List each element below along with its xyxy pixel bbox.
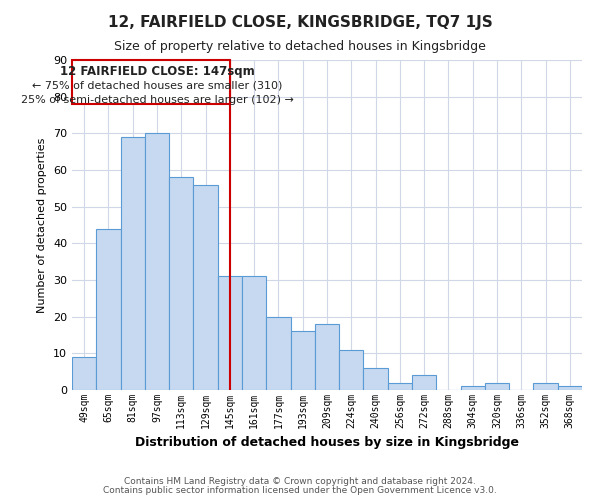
Bar [145,134,169,390]
Bar [461,386,485,390]
Bar [290,332,315,390]
Bar [412,376,436,390]
Bar [315,324,339,390]
Text: 12 FAIRFIELD CLOSE: 147sqm: 12 FAIRFIELD CLOSE: 147sqm [59,66,254,78]
Bar [193,184,218,390]
Bar [485,382,509,390]
Bar [388,382,412,390]
Bar [72,357,96,390]
Bar [266,316,290,390]
Text: ← 75% of detached houses are smaller (310): ← 75% of detached houses are smaller (31… [32,80,282,90]
Text: 25% of semi-detached houses are larger (102) →: 25% of semi-detached houses are larger (… [20,95,293,105]
Bar [121,137,145,390]
Bar [218,276,242,390]
FancyBboxPatch shape [72,60,230,104]
Bar [558,386,582,390]
Bar [169,178,193,390]
Bar [533,382,558,390]
Bar [339,350,364,390]
Text: 12, FAIRFIELD CLOSE, KINGSBRIDGE, TQ7 1JS: 12, FAIRFIELD CLOSE, KINGSBRIDGE, TQ7 1J… [107,15,493,30]
Text: Contains HM Land Registry data © Crown copyright and database right 2024.: Contains HM Land Registry data © Crown c… [124,477,476,486]
Text: Size of property relative to detached houses in Kingsbridge: Size of property relative to detached ho… [114,40,486,53]
Text: Contains public sector information licensed under the Open Government Licence v3: Contains public sector information licen… [103,486,497,495]
Bar [364,368,388,390]
X-axis label: Distribution of detached houses by size in Kingsbridge: Distribution of detached houses by size … [135,436,519,450]
Bar [242,276,266,390]
Bar [96,228,121,390]
Y-axis label: Number of detached properties: Number of detached properties [37,138,47,312]
